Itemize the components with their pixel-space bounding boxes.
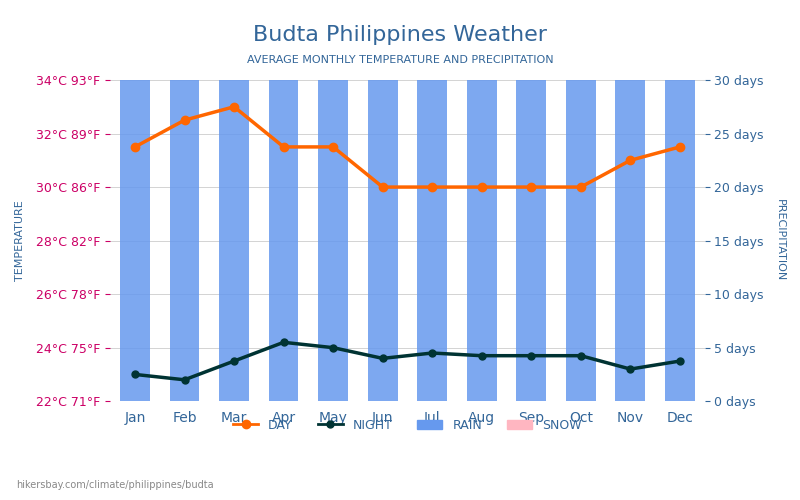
Bar <box>566 0 596 401</box>
Bar <box>368 0 398 401</box>
Text: AVERAGE MONTHLY TEMPERATURE AND PRECIPITATION: AVERAGE MONTHLY TEMPERATURE AND PRECIPIT… <box>246 55 554 65</box>
Bar <box>269 0 298 401</box>
Text: Budta Philippines Weather: Budta Philippines Weather <box>253 25 547 45</box>
Y-axis label: PRECIPITATION: PRECIPITATION <box>775 200 785 281</box>
Bar <box>120 0 150 401</box>
Bar <box>615 0 646 401</box>
Bar <box>467 0 497 401</box>
Y-axis label: TEMPERATURE: TEMPERATURE <box>15 200 25 281</box>
Bar <box>517 0 546 401</box>
Bar <box>665 0 694 401</box>
Bar <box>219 0 249 401</box>
Text: hikersbay.com/climate/philippines/budta: hikersbay.com/climate/philippines/budta <box>16 480 214 490</box>
Bar <box>318 0 348 401</box>
Bar <box>418 0 447 401</box>
Legend: DAY, NIGHT, RAIN, SNOW: DAY, NIGHT, RAIN, SNOW <box>228 414 587 436</box>
Bar <box>170 0 199 401</box>
